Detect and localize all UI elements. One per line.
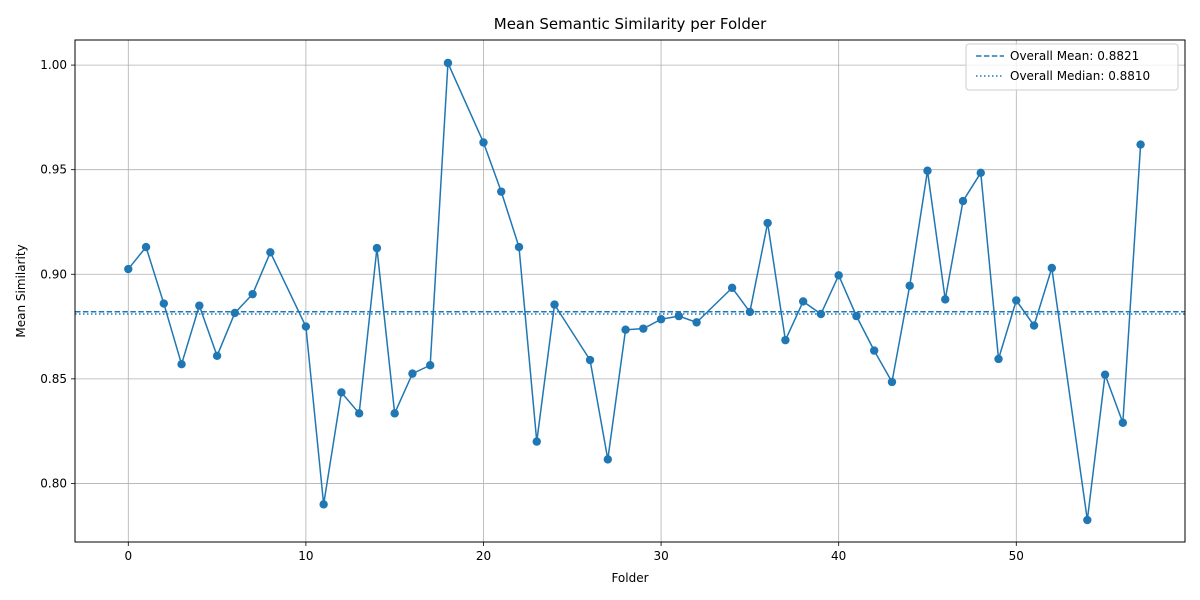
data-point <box>745 307 755 317</box>
data-point <box>124 264 133 274</box>
data-point <box>585 355 595 365</box>
data-point <box>479 138 488 147</box>
data-point <box>674 311 684 321</box>
data-point <box>390 409 399 418</box>
data-point <box>497 187 506 196</box>
y-tick-label: 0.90 <box>40 267 67 281</box>
data-point <box>514 242 524 252</box>
legend: Overall Mean: 0.8821 Overall Median: 0.8… <box>965 43 1179 91</box>
data-point <box>1083 515 1092 525</box>
data-point <box>426 361 435 370</box>
data-point <box>1100 370 1110 379</box>
data-point <box>1012 296 1021 305</box>
data-point <box>408 369 417 378</box>
x-axis-ticks: 0 10 20 30 40 50 <box>124 542 1024 563</box>
data-point <box>1118 418 1128 427</box>
data-point <box>834 271 843 280</box>
data-point <box>958 196 968 206</box>
data-point <box>1047 263 1057 273</box>
data-point <box>443 58 453 68</box>
legend-mean-label: Overall Mean: 0.8821 <box>1010 49 1139 63</box>
data-point <box>781 335 790 345</box>
reference-lines <box>75 310 1185 315</box>
y-axis-ticks: 0.80 0.85 0.90 0.95 1.00 <box>40 58 75 490</box>
data-point <box>301 322 311 331</box>
data-point <box>266 248 275 257</box>
x-tick-label: 40 <box>831 549 846 563</box>
y-tick-label: 1.00 <box>40 58 67 72</box>
y-tick-label: 0.95 <box>40 163 67 177</box>
data-point <box>319 500 328 509</box>
x-tick-label: 10 <box>298 549 313 563</box>
data-point <box>994 354 1003 364</box>
data-point <box>816 309 826 319</box>
y-tick-label: 0.80 <box>40 476 67 490</box>
data-point <box>923 166 932 175</box>
data-point <box>141 242 151 252</box>
data-point <box>941 295 950 304</box>
data-point <box>372 243 382 253</box>
data-point <box>656 315 666 324</box>
data-point <box>354 409 364 418</box>
data-point <box>639 324 648 333</box>
y-tick-label: 0.85 <box>40 372 67 386</box>
data-point <box>887 377 897 387</box>
data-point <box>159 299 168 308</box>
data-point <box>976 168 985 178</box>
data-point <box>870 346 879 355</box>
x-tick-label: 20 <box>476 549 491 563</box>
data-point <box>852 311 861 321</box>
data-point <box>727 283 737 293</box>
series-layer <box>124 58 1145 525</box>
data-point <box>195 301 204 310</box>
data-point <box>212 351 222 361</box>
data-point <box>763 218 772 228</box>
data-point <box>905 281 914 290</box>
data-point <box>798 297 808 306</box>
data-point <box>1029 321 1039 330</box>
data-point <box>621 325 630 334</box>
x-tick-label: 30 <box>653 549 668 563</box>
plot-frame <box>74 39 1186 543</box>
x-axis-title: Folder <box>611 571 648 585</box>
data-point <box>177 360 186 369</box>
data-point <box>1136 140 1145 149</box>
data-point <box>230 308 240 318</box>
legend-box <box>965 43 1179 91</box>
y-axis-title: Mean Similarity <box>14 244 28 337</box>
x-tick-label: 50 <box>1009 549 1024 563</box>
data-point <box>337 388 346 397</box>
data-point <box>692 318 701 327</box>
data-point <box>248 289 257 299</box>
legend-median-label: Overall Median: 0.8810 <box>1010 69 1150 83</box>
data-point <box>532 437 541 446</box>
x-tick-label: 0 <box>124 549 132 563</box>
chart-title: Mean Semantic Similarity per Folder <box>494 15 767 33</box>
data-point <box>603 455 612 464</box>
data-point <box>550 300 559 309</box>
